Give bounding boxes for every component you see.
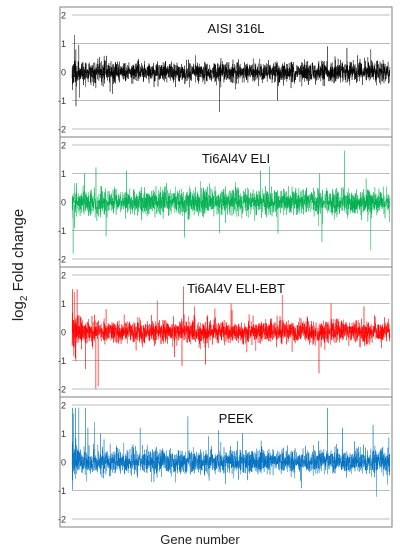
panel-1: -2 -1 0 1 2 AISI 316L: [58, 6, 393, 138]
panel-title: AISI 316L: [207, 21, 264, 36]
y-tick-label: -1: [58, 486, 66, 496]
series-line: [71, 286, 391, 390]
y-tick-label: -2: [58, 515, 66, 525]
y-tick-label: 0: [61, 458, 66, 468]
y-tick-label: 2: [61, 141, 66, 151]
y-axis-label: log2 Fold change: [10, 209, 30, 321]
panel-title: Ti6Al4V ELI: [202, 151, 270, 166]
panel-4: -2 -1 0 1 2 PEEK: [58, 396, 393, 528]
series-line: [71, 34, 391, 112]
y-tick-label: 0: [61, 328, 66, 338]
y-tick-label: 0: [61, 198, 66, 208]
y-tick-label: 2: [61, 271, 66, 281]
y-tick-label: -2: [58, 255, 66, 265]
y-tick-label: -2: [58, 125, 66, 135]
y-tick-label: 1: [61, 169, 66, 179]
y-axis-label-subscript: 2: [19, 295, 30, 302]
x-axis-label: Gene number: [160, 532, 240, 547]
y-axis-label-wrap: log2 Fold change: [0, 0, 40, 530]
series-line: [71, 407, 391, 497]
y-axis-label-main: log: [10, 301, 27, 322]
y-tick-label: -1: [58, 226, 66, 236]
y-tick-label: 1: [61, 299, 66, 309]
panel-3: -2 -1 0 1 2 Ti6Al4V ELI-EBT: [58, 266, 393, 398]
panel-title: Ti6Al4V ELI-EBT: [187, 281, 285, 296]
y-tick-label: 2: [61, 401, 66, 411]
panel-title: PEEK: [219, 411, 254, 426]
panel-2: -2 -1 0 1 2 Ti6Al4V ELI: [58, 136, 393, 268]
y-tick-label: -2: [58, 385, 66, 395]
y-tick-label: 0: [61, 68, 66, 78]
y-tick-label: 1: [61, 429, 66, 439]
series-line: [71, 150, 391, 254]
y-axis-label-rest: Fold change: [10, 208, 27, 296]
y-tick-label: 1: [61, 39, 66, 49]
y-tick-label: 2: [61, 11, 66, 21]
y-tick-label: -1: [58, 96, 66, 106]
y-tick-label: -1: [58, 356, 66, 366]
